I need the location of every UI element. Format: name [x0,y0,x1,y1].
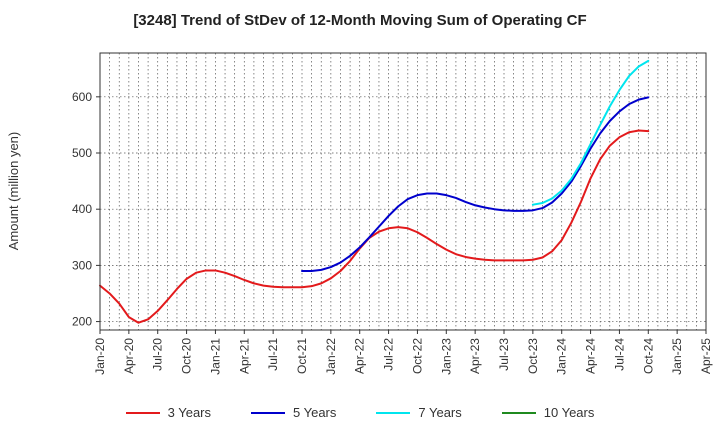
x-tick-label: Jul-20 [151,338,165,371]
x-tick-label: Oct-20 [180,338,194,374]
y-axis-label: Amount (million yen) [6,132,21,251]
legend-label: 3 Years [167,405,211,420]
axis-layer: 200 300 400 500 600 Jan-20 Apr-20 Jul-20 Oct-20 J… [72,52,713,375]
legend-label: 7 Years [418,405,462,420]
x-tick-label: Oct-23 [526,338,540,374]
series-line-5-years [301,96,650,272]
legend-swatch [501,411,536,414]
chart-title: [3248] Trend of StDev of 12-Month Moving… [133,12,587,29]
x-tick-label: Apr-24 [584,338,598,374]
plot-frame [99,52,707,331]
y-tick-label: 600 [72,90,92,104]
x-tick-label: Oct-21 [295,338,309,374]
legend: 3 Years 5 Years 7 Years 10 Years [0,405,720,420]
x-tick-label: Apr-22 [353,338,367,374]
legend-label: 5 Years [293,405,337,420]
legend-swatch [251,411,285,414]
legend-item: 5 Years [251,405,336,420]
x-tick-label: Jan-25 [670,338,684,375]
legend-label: 10 Years [543,405,595,420]
chart-plot: Amount (million yen) 200 300 400 500 600 Jan-… [6,52,713,375]
legend-item: 7 Years [376,405,462,420]
x-tick-label: Apr-21 [237,338,251,374]
series-layer [99,59,650,324]
x-tick-label: Jul-22 [382,338,396,371]
y-tick-label: 500 [72,146,92,160]
x-tick-label: Oct-22 [410,338,424,374]
x-tick-label: Apr-25 [699,338,713,374]
x-tick-label: Apr-20 [122,338,136,374]
grid-layer [100,53,706,330]
x-tick-label: Jan-23 [439,338,453,375]
series-line-7-years [531,59,650,206]
y-tick-label: 300 [72,258,92,272]
x-tick-label: Jul-24 [612,338,626,371]
x-tick-label: Jul-21 [266,338,280,371]
x-tick-label: Jan-21 [208,338,222,375]
legend-item: 3 Years [125,405,211,420]
x-tick-label: Jan-22 [324,338,338,375]
x-tick-label: Apr-23 [468,338,482,374]
x-tick-label: Jul-23 [497,338,511,371]
legend-swatch [125,411,160,414]
y-tick-label: 400 [72,202,92,216]
x-tick-label: Oct-24 [641,338,655,374]
series-line-3-years [99,129,650,324]
legend-item: 10 Years [501,405,595,420]
y-tick-label: 200 [72,315,92,329]
x-tick-label: Jan-20 [93,338,107,375]
x-tick-label: Jan-24 [555,338,569,375]
legend-swatch [376,411,411,414]
